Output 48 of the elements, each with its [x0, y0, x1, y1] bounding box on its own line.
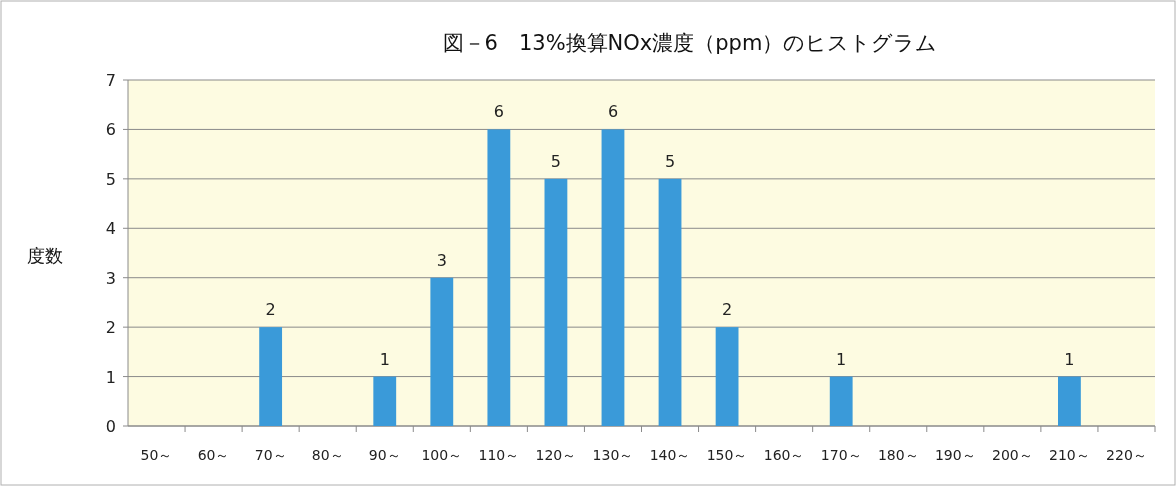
y-tick-label: 2 [105, 318, 116, 338]
bar [487, 129, 511, 426]
y-tick-label: 4 [105, 219, 116, 239]
x-tick-label: 90～ [368, 447, 401, 463]
x-tick-label: 180～ [877, 447, 919, 463]
bar [715, 327, 739, 426]
data-label: 1 [1064, 349, 1075, 369]
y-tick-label: 5 [105, 169, 116, 189]
data-label: 3 [436, 250, 447, 270]
bar [601, 129, 625, 426]
bar [259, 327, 283, 426]
x-tick-label: 150～ [706, 447, 748, 463]
x-tick-label: 80～ [311, 447, 344, 463]
x-tick-label: 160～ [763, 447, 805, 463]
bar [658, 178, 682, 426]
data-label: 1 [836, 349, 847, 369]
y-tick-label: 3 [105, 268, 116, 288]
y-tick-label: 7 [105, 71, 116, 90]
x-tick-label: 170～ [820, 447, 862, 463]
bar [430, 277, 454, 426]
y-axis-title: 度数 [27, 245, 63, 266]
y-tick-label: 0 [105, 417, 116, 436]
data-label: 6 [493, 102, 504, 122]
data-label: 6 [607, 102, 619, 122]
x-tick-label: 120～ [535, 447, 577, 463]
x-tick-label: 60～ [197, 447, 230, 463]
bar [544, 178, 568, 426]
x-tick-label: 140～ [649, 447, 691, 463]
x-tick-label: 200～ [991, 447, 1033, 463]
data-label: 5 [550, 151, 562, 171]
y-tick-label: 1 [105, 367, 116, 387]
x-tick-label: 190～ [934, 447, 976, 463]
y-tick-label: 6 [105, 120, 116, 140]
x-tick-label: 50～ [140, 447, 173, 463]
x-tick-label: 130～ [592, 447, 634, 463]
data-label: 1 [379, 349, 390, 369]
data-label: 2 [265, 300, 276, 320]
chart-title: 図－6 13%換算NOx濃度（ppm）のヒストグラム [442, 31, 938, 55]
bar [829, 376, 853, 426]
data-label: 5 [664, 151, 676, 171]
data-label: 2 [721, 300, 733, 320]
bar [373, 376, 397, 426]
x-tick-label: 220～ [1106, 447, 1147, 463]
x-tick-label: 210～ [1049, 447, 1090, 463]
x-tick-label: 100～ [421, 447, 463, 463]
bar [1058, 376, 1081, 426]
x-tick-label: 70～ [254, 447, 287, 463]
x-tick-label: 110～ [478, 447, 520, 463]
